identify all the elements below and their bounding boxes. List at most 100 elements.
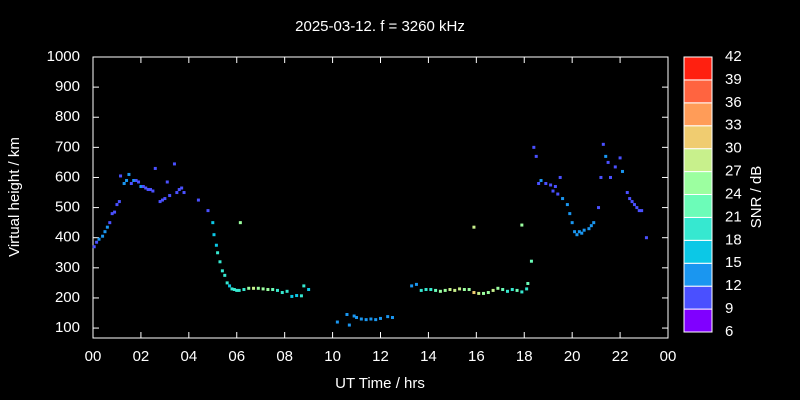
data-point xyxy=(453,288,457,292)
data-point xyxy=(434,288,438,292)
data-point xyxy=(568,212,572,216)
colorbar-tick-label: 33 xyxy=(725,117,742,134)
data-point xyxy=(92,245,96,249)
data-point xyxy=(558,175,562,179)
data-point xyxy=(139,185,143,189)
data-point xyxy=(486,291,490,295)
data-point xyxy=(632,203,636,207)
data-point xyxy=(163,197,167,201)
y-axis-label: Virtual height / km xyxy=(6,137,23,257)
data-point xyxy=(216,251,220,255)
data-point xyxy=(158,200,162,204)
x-tick-label: 16 xyxy=(468,348,485,365)
data-point xyxy=(609,175,612,179)
data-point xyxy=(295,294,299,298)
data-point xyxy=(335,320,339,324)
data-point xyxy=(160,198,164,202)
data-point xyxy=(125,178,129,182)
colorbar-band xyxy=(683,239,713,264)
y-tick-label: 300 xyxy=(55,259,80,276)
chart-title: 2025-03-12. f = 3260 kHz xyxy=(295,18,465,35)
x-tick-label: 06 xyxy=(228,348,245,365)
data-point xyxy=(549,183,553,187)
data-point xyxy=(589,224,593,228)
data-point xyxy=(386,315,390,319)
data-point xyxy=(467,288,471,292)
data-point xyxy=(151,189,155,193)
data-point xyxy=(247,286,251,290)
data-point xyxy=(606,160,610,164)
x-tick-label: 14 xyxy=(420,348,437,365)
data-point xyxy=(206,209,210,213)
data-point xyxy=(345,313,349,317)
data-point xyxy=(443,288,447,292)
data-point xyxy=(577,230,581,234)
colorbar-tick-label: 36 xyxy=(725,94,742,111)
colorbar-tick-label: 24 xyxy=(725,185,742,202)
data-point xyxy=(534,154,538,158)
colorbar-tick-label: 42 xyxy=(725,48,742,65)
data-point xyxy=(618,156,622,160)
x-tick-label: 08 xyxy=(276,348,293,365)
data-point xyxy=(347,323,351,327)
colorbar-band xyxy=(683,285,713,310)
data-point xyxy=(472,225,476,229)
data-point xyxy=(438,289,442,293)
data-point xyxy=(551,189,555,193)
data-point xyxy=(127,172,131,176)
colorbar-band xyxy=(683,125,713,150)
data-point xyxy=(501,288,505,292)
data-point xyxy=(101,234,105,238)
data-point xyxy=(628,197,632,201)
data-point xyxy=(539,178,543,182)
data-point xyxy=(587,227,591,231)
data-point xyxy=(122,181,126,185)
data-point xyxy=(582,228,586,232)
data-point xyxy=(462,288,466,292)
data-point xyxy=(532,145,536,149)
data-point xyxy=(218,260,222,264)
data-point xyxy=(119,174,123,178)
data-point xyxy=(510,288,514,292)
data-point xyxy=(117,200,121,204)
colorbar-band xyxy=(683,56,713,81)
data-point xyxy=(212,233,216,237)
y-tick-label: 900 xyxy=(55,78,80,95)
data-point xyxy=(110,212,114,216)
x-tick-label: 00 xyxy=(660,348,677,365)
y-tick-label: 1000 xyxy=(47,48,80,65)
colorbar-tick-label: 12 xyxy=(725,277,742,294)
data-point xyxy=(144,186,148,190)
data-point xyxy=(482,291,486,295)
data-point xyxy=(113,210,117,214)
data-point xyxy=(553,185,557,189)
data-point xyxy=(448,288,452,292)
x-tick-label: 00 xyxy=(85,348,102,365)
data-point xyxy=(601,142,605,146)
data-point xyxy=(180,186,184,190)
data-point xyxy=(429,288,433,292)
data-point xyxy=(214,243,218,247)
data-point xyxy=(525,287,529,291)
data-point xyxy=(146,188,150,192)
data-point xyxy=(165,180,169,184)
colorbar-tick-label: 27 xyxy=(725,163,742,180)
y-tick-label: 600 xyxy=(55,168,80,185)
data-point xyxy=(526,281,530,285)
data-point xyxy=(477,291,481,295)
x-tick-label: 10 xyxy=(324,348,341,365)
data-point xyxy=(230,287,234,291)
data-point xyxy=(424,288,428,292)
colorbar-tick-label: 6 xyxy=(725,323,733,340)
data-point xyxy=(103,230,107,234)
data-point xyxy=(132,178,136,182)
data-point xyxy=(620,169,624,173)
y-tick-label: 500 xyxy=(55,199,80,216)
data-point xyxy=(237,288,241,292)
data-point xyxy=(177,188,181,192)
colorbar-tick-label: 30 xyxy=(725,140,742,157)
data-point xyxy=(364,318,368,322)
data-point xyxy=(374,318,378,322)
data-point xyxy=(225,281,229,285)
